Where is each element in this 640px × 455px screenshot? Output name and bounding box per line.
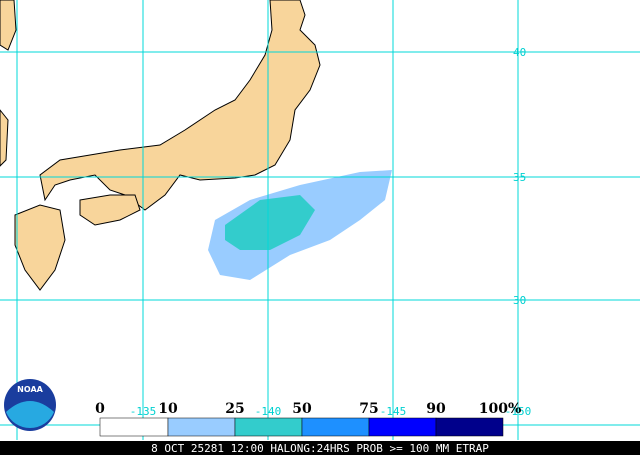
legend-swatch — [167, 417, 236, 437]
korea — [0, 0, 17, 51]
shikoku — [79, 194, 141, 226]
legend — [99, 417, 504, 437]
legend-label: 50 — [292, 401, 312, 417]
legend-swatch — [301, 417, 370, 437]
legend-swatch — [99, 417, 169, 437]
lat-label: 35 — [513, 171, 526, 184]
probability-area — [208, 170, 392, 280]
lon-label: -145 — [380, 405, 407, 418]
legend-label: 90 — [426, 401, 446, 417]
legend-label: 25 — [225, 401, 244, 417]
caption: 8 OCT 25281 12:00 HALONG:24HRS PROB >= 1… — [151, 442, 489, 455]
legend-label: 100% — [479, 401, 522, 417]
legend-label: 0 — [95, 401, 105, 417]
kyushu — [14, 204, 66, 291]
logo-wave — [6, 401, 54, 428]
logo: NOAA — [4, 379, 56, 431]
land — [0, 0, 321, 291]
logo-text: NOAA — [17, 385, 43, 394]
lat-label: 30 — [513, 294, 526, 307]
coast-left — [0, 109, 9, 167]
legend-label: 10 — [158, 401, 178, 417]
legend-label: 75 — [359, 401, 378, 417]
lon-label: -140 — [255, 405, 282, 418]
lat-label: 40 — [513, 46, 526, 59]
legend-swatch — [435, 417, 504, 437]
lon-label: -135 — [130, 405, 157, 418]
honshu — [39, 0, 321, 211]
lon-label: -150 — [505, 405, 532, 418]
prob-25-50 — [225, 195, 315, 250]
legend-swatch — [234, 417, 303, 437]
caption-bar — [0, 441, 640, 455]
legend-swatch — [368, 417, 437, 437]
